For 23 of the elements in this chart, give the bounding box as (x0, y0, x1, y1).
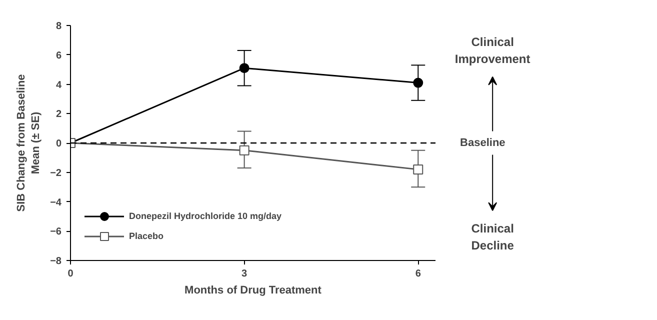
text: Clinical Decline (471, 222, 514, 252)
ref-line-label: Baseline (460, 137, 506, 149)
y-tick-label: 6 (56, 50, 62, 62)
y-tick-label: 8 (56, 21, 62, 32)
y-tick-label: −8 (50, 256, 62, 267)
x-tick-label: 6 (415, 268, 422, 280)
y-tick-label: −2 (50, 168, 62, 179)
legend-label: Placebo (129, 231, 164, 241)
y-tick-label: 0 (56, 138, 62, 150)
y-tick-label: 2 (56, 109, 62, 120)
x-axis-title: Months of Drug Treatment (184, 284, 322, 296)
y-tick-label: 4 (56, 80, 62, 91)
point (239, 145, 250, 156)
y-tick-label: −6 (50, 226, 62, 238)
legend-label: Donepezil Hydrochloride 10 mg/day (129, 211, 282, 221)
y-tick-label: −4 (50, 197, 62, 208)
y-axis-title: SIB Change from Baseline Mean (± SE) (16, 74, 42, 212)
point (413, 164, 424, 174)
x-tick-label: 3 (242, 268, 248, 280)
text: Clinical Improvement (454, 35, 530, 66)
point (413, 78, 424, 88)
point (239, 63, 250, 74)
x-tick-label: 0 (68, 268, 74, 280)
